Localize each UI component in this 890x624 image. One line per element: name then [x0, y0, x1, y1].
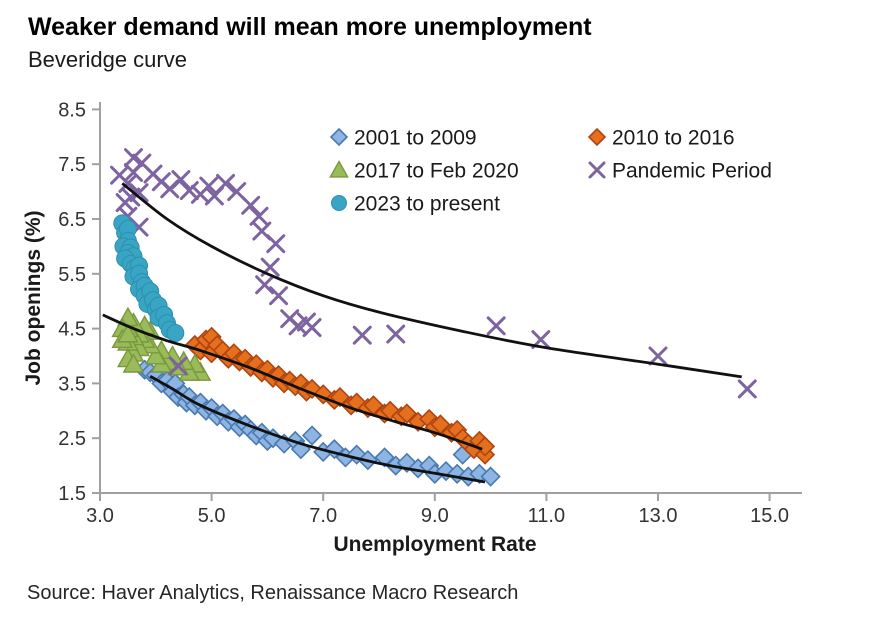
- legend-label: 2010 to 2016: [612, 127, 735, 150]
- y-tick-label: 5.5: [58, 264, 86, 286]
- legend-label: 2023 to present: [354, 193, 500, 216]
- legend-label: 2017 to Feb 2020: [354, 160, 519, 183]
- data-point: [255, 275, 275, 295]
- data-point: [280, 309, 300, 329]
- plot-root: 1.5 2.5 3.5 4.5 5.5 6.5 7.5 8.5 3.0 5.0 7.0 9.0 11.0…: [58, 99, 802, 527]
- legend-label: Pandemic Period: [612, 160, 772, 183]
- data-point: [144, 345, 167, 365]
- y-axis-title: Job openings (%): [22, 211, 45, 386]
- fitted-curve-2001-to-2009: [149, 375, 486, 484]
- x-tick-label: 7.0: [309, 505, 337, 527]
- series-pandemic-period: [110, 148, 757, 399]
- legend-marker-2010-to-2016-icon: [587, 127, 607, 147]
- x-tick-label: 15.0: [750, 505, 789, 527]
- data-point: [179, 181, 199, 201]
- fitted-curve-pandemic-period: [121, 182, 742, 379]
- data-point: [249, 206, 269, 226]
- data-point: [352, 325, 372, 345]
- data-point: [386, 324, 406, 344]
- legend-item-2017-to-feb-2020: 2017 to Feb 2020: [329, 160, 519, 183]
- x-tick-label: 9.0: [421, 505, 449, 527]
- legend-label: 2001 to 2009: [354, 127, 477, 150]
- data-point: [737, 379, 757, 399]
- x-tick-label: 11.0: [528, 505, 565, 527]
- axes: [92, 102, 802, 501]
- data-point: [648, 346, 668, 366]
- y-tick-label: 8.5: [58, 99, 86, 121]
- y-tick-label: 3.5: [58, 373, 86, 395]
- data-point: [480, 466, 501, 487]
- data-point: [269, 286, 289, 306]
- data-point: [227, 182, 247, 202]
- y-tick-label: 7.5: [58, 154, 86, 176]
- source-note: Source: Haver Analytics, Renaissance Mac…: [27, 582, 519, 604]
- x-tick-label: 3.0: [86, 505, 114, 527]
- x-tick-label: 13.0: [639, 505, 678, 527]
- legend-item-2001-to-2009: 2001 to 2009: [329, 127, 477, 150]
- data-point: [190, 184, 210, 204]
- legend: 2001 to 2009 2017 to Feb 2020 2023 to pres…: [329, 127, 772, 216]
- data-point: [166, 323, 185, 342]
- legend-marker-pandemic-period-icon: [588, 161, 606, 179]
- data-point: [110, 165, 130, 185]
- data-point: [374, 447, 395, 468]
- data-point: [301, 425, 323, 446]
- chart-subtitle: Beveridge curve: [28, 47, 187, 72]
- series-2017-to-feb-2020: [111, 306, 212, 381]
- y-tick-label: 6.5: [58, 209, 86, 231]
- data-point: [486, 316, 506, 336]
- legend-marker-2023-to-present-icon: [331, 195, 347, 211]
- data-point: [474, 436, 496, 457]
- data-point: [123, 148, 143, 168]
- x-tick-label: 5.0: [198, 505, 226, 527]
- legend-item-pandemic-period: Pandemic Period: [588, 160, 772, 183]
- legend-marker-2001-to-2009-icon: [329, 127, 349, 147]
- legend-item-2010-to-2016: 2010 to 2016: [587, 127, 735, 150]
- chart-title: Weaker demand will mean more unemploymen…: [28, 13, 592, 41]
- chart-svg: 1.5 2.5 3.5 4.5 5.5 6.5 7.5 8.5 3.0 5.0 7.0 9.0 11.0…: [22, 99, 802, 556]
- data-point: [115, 193, 135, 213]
- series-2001-to-2009: [134, 359, 501, 487]
- legend-marker-2017-to-feb-2020-icon: [329, 160, 349, 178]
- x-axis-title: Unemployment Rate: [333, 533, 536, 556]
- data-point: [168, 356, 188, 376]
- fitted-curve-2010-to-2016: [102, 313, 483, 451]
- data-point: [117, 323, 139, 343]
- series-2023-to-present: [113, 214, 185, 342]
- legend-item-2023-to-present: 2023 to present: [331, 193, 500, 216]
- data-point: [396, 403, 418, 424]
- series-2010-to-2016: [184, 326, 496, 465]
- y-tick-label: 1.5: [58, 483, 86, 505]
- y-tick-label: 2.5: [58, 428, 86, 450]
- y-tick-label: 4.5: [58, 319, 86, 341]
- data-point: [122, 353, 145, 373]
